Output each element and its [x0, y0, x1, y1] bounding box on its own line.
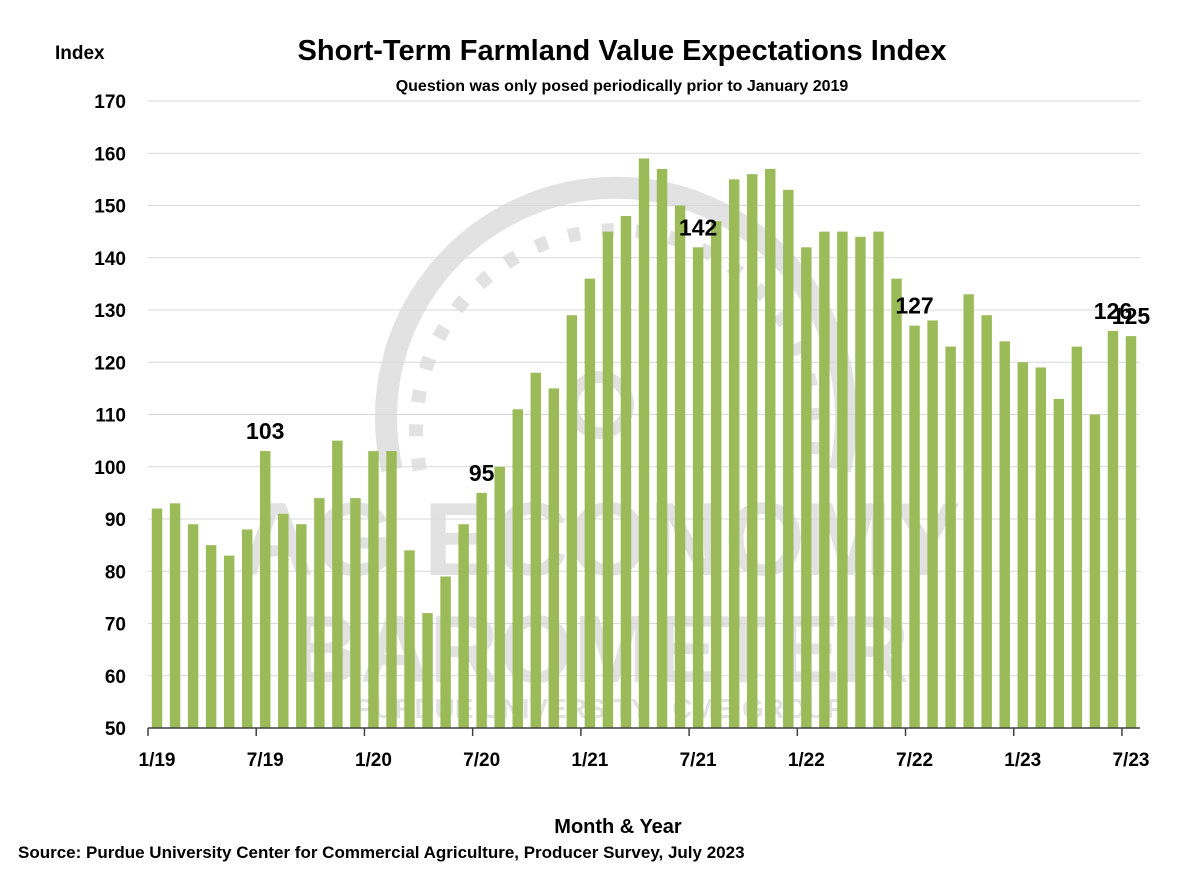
bar-11-21: [765, 168, 776, 729]
y-tick-label: 140: [94, 249, 126, 270]
bar-6-20: [458, 524, 469, 728]
y-axis-label: Index: [55, 43, 105, 64]
bar-11-19: [332, 440, 343, 728]
y-tick-label: 160: [94, 144, 126, 165]
bar-2-21: [602, 231, 614, 728]
watermark-line-1: AG ECONOMY: [239, 482, 961, 598]
bar-6-22: [891, 278, 902, 728]
bar-3-19: [187, 524, 199, 728]
x-tick-label: 1/22: [788, 750, 825, 771]
bar-6-23: [1107, 330, 1119, 728]
chart-subtitle: Question was only posed periodically pri…: [396, 78, 849, 95]
bar-1-23: [1017, 362, 1028, 728]
y-tick-label: 130: [94, 301, 126, 322]
y-tick-label: 150: [94, 197, 126, 218]
chart-title: Short-Term Farmland Value Expectations I…: [298, 35, 947, 67]
bar-6-19: [241, 529, 253, 728]
bar-1-21: [584, 278, 596, 728]
bar-10-19: [314, 498, 325, 728]
bar-7-20: [476, 492, 487, 728]
y-tick-label: 170: [94, 92, 126, 113]
bar-2-23: [1035, 367, 1047, 728]
bar-10-20: [530, 372, 542, 728]
bar-2-19: [169, 503, 181, 728]
x-tick-label: 7/21: [680, 750, 717, 771]
bar-3-20: [404, 550, 415, 728]
x-axis: [147, 727, 1140, 736]
bar-10-22: [963, 294, 974, 728]
bar-5-19: [223, 555, 235, 728]
bar-5-21: [656, 168, 668, 729]
y-tick-label: 70: [105, 615, 126, 636]
bar-12-22: [999, 341, 1010, 728]
bar-4-20: [422, 613, 433, 728]
data-label: 125: [1112, 303, 1151, 329]
bar-12-20: [566, 315, 578, 728]
x-tick-label: 7/23: [1112, 750, 1149, 771]
x-tick-label: 1/23: [1004, 750, 1041, 771]
data-label: 126: [1094, 298, 1132, 324]
bar-8-21: [710, 221, 722, 729]
bar-4-19: [205, 545, 217, 728]
y-axis-ticks: 50 60 70 80 90 100 110 120 130 140 150 160 170: [94, 92, 126, 740]
bar-1-22: [801, 247, 812, 729]
bar-7-21: [692, 247, 704, 729]
bar-5-23: [1089, 414, 1101, 728]
x-axis-ticks: 1/19 7/19 1/20 7/20 1/21 7/21 1/22 7/22 1/23 7/23: [139, 750, 1150, 771]
data-label: 95: [469, 460, 495, 486]
x-tick-label: 1/21: [571, 750, 608, 771]
y-tick-label: 80: [105, 562, 126, 583]
y-tick-label: 90: [105, 510, 126, 531]
bar-6-21: [674, 205, 686, 728]
bar-2-22: [819, 231, 830, 728]
x-tick-label: 1/20: [355, 750, 392, 771]
y-tick-label: 60: [105, 667, 126, 688]
bar-5-20: [440, 576, 451, 728]
bar-3-23: [1053, 398, 1065, 728]
bar-11-20: [548, 388, 560, 728]
source-note: Source: Purdue University Center for Com…: [18, 843, 745, 862]
bar-7-19: [260, 451, 271, 728]
bar-7-22: [909, 325, 920, 728]
bar-3-22: [837, 231, 848, 728]
x-tick-label: 7/19: [247, 750, 284, 771]
watermark-logo: AG ECONOMY BAROMETER PURDUE UNIVERSITY /…: [239, 176, 961, 724]
watermark-line-3: PURDUE UNIVERSITY / CME GROUP: [355, 693, 845, 724]
bar-10-21: [746, 174, 758, 728]
bar-8-19: [278, 513, 289, 728]
bar-8-20: [494, 466, 505, 728]
y-tick-label: 120: [94, 353, 126, 374]
bars: [151, 158, 1137, 729]
y-tick-label: 110: [95, 406, 126, 427]
watermark-line-2: BAROMETER: [291, 596, 910, 703]
bar-8-22: [927, 320, 938, 728]
bar-9-22: [945, 346, 956, 728]
bar-1-20: [368, 451, 379, 728]
bar-5-22: [873, 231, 884, 728]
bar-9-20: [512, 409, 523, 728]
y-tick-label: 50: [105, 719, 126, 740]
bar-9-21: [728, 179, 740, 728]
x-tick-label: 7/22: [896, 750, 933, 771]
bar-4-21: [638, 158, 650, 729]
x-tick-label: 7/20: [463, 750, 500, 771]
bar-4-22: [855, 236, 866, 728]
bar-11-22: [981, 315, 992, 728]
y-tick-label: 100: [94, 458, 126, 479]
bar-9-19: [296, 524, 307, 728]
x-axis-label: Month & Year: [554, 816, 682, 838]
bar-12-21: [783, 189, 794, 728]
data-label: 142: [679, 214, 717, 240]
bar-12-19: [350, 498, 361, 728]
bar-2-20: [386, 451, 397, 728]
bar-7-23: [1125, 336, 1137, 728]
x-tick-label: 1/19: [139, 750, 176, 771]
bar-4-23: [1071, 346, 1083, 728]
bar-1-19: [151, 508, 163, 728]
data-label: 103: [246, 418, 284, 444]
bar-3-21: [620, 215, 632, 728]
data-label: 127: [895, 293, 933, 319]
